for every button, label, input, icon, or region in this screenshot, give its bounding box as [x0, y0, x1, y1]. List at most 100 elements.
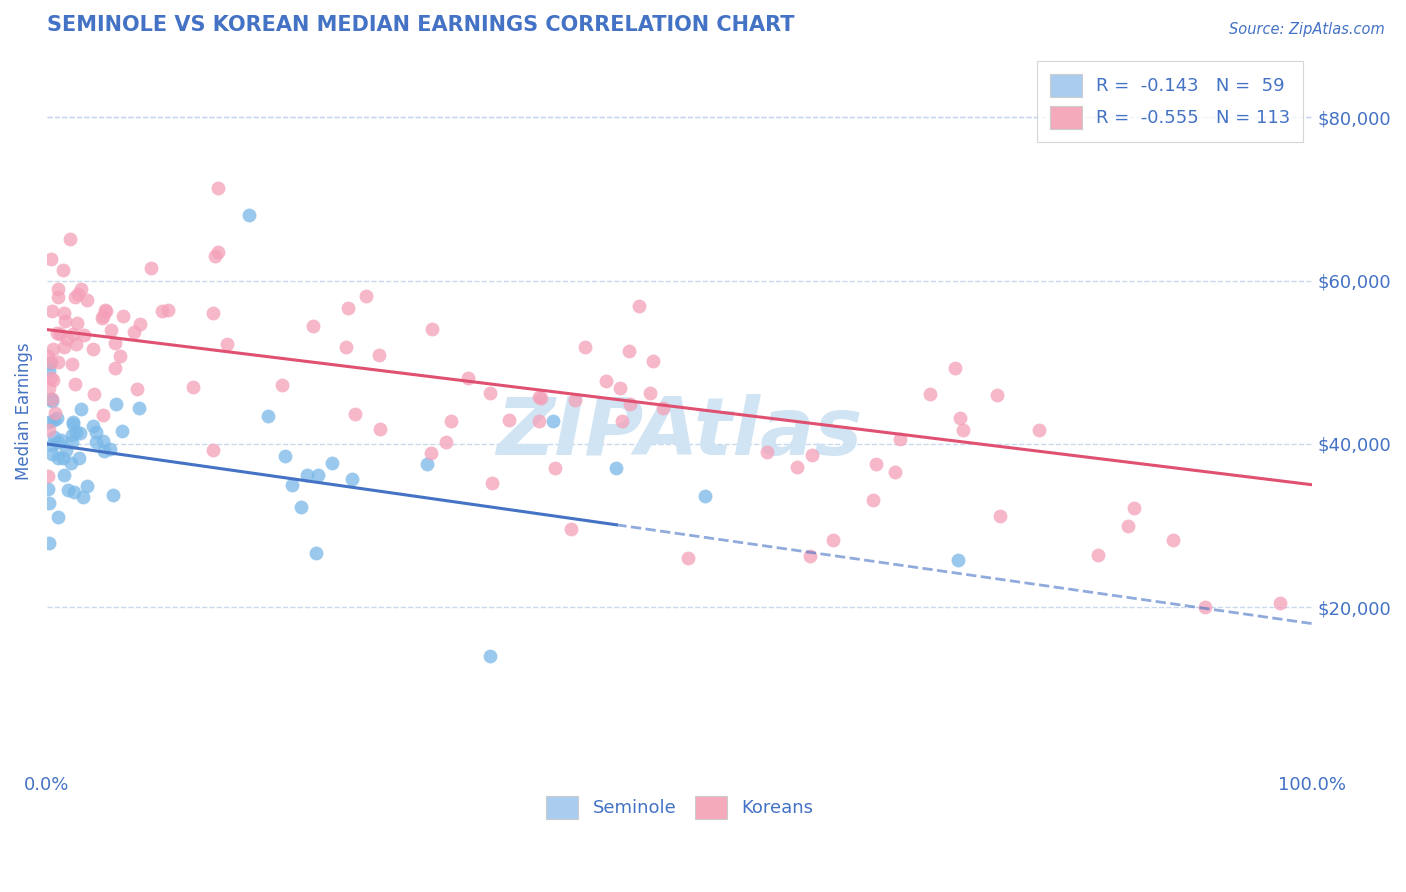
Point: [1116, 518, 1139, 533]
Point: [42, 430, 65, 444]
Point: [46, 411, 69, 425]
Legend: Seminole, Koreans: Seminole, Koreans: [538, 789, 821, 826]
Point: [41, 373, 63, 387]
Point: [38, 535, 60, 549]
Point: [420, 446, 443, 460]
Point: [49, 434, 72, 448]
Point: [139, 260, 162, 275]
Point: [52, 262, 75, 277]
Point: [755, 445, 778, 459]
Point: [111, 309, 134, 323]
Point: [91, 310, 114, 324]
Point: [335, 340, 357, 354]
Point: [46, 290, 69, 304]
Point: [478, 649, 501, 664]
Point: [63, 290, 86, 304]
Point: [60, 357, 83, 371]
Point: [111, 425, 134, 439]
Point: [321, 456, 343, 470]
Point: [527, 390, 550, 404]
Point: [889, 433, 911, 447]
Point: [344, 408, 367, 422]
Point: [62, 415, 84, 429]
Point: [628, 299, 651, 313]
Point: [56, 483, 79, 497]
Point: [53, 340, 76, 354]
Point: [98, 442, 121, 456]
Point: [986, 388, 1008, 402]
Point: [612, 414, 634, 428]
Point: [59, 456, 82, 470]
Point: [617, 343, 640, 358]
Point: [53, 314, 76, 328]
Point: [368, 422, 391, 436]
Point: [41, 438, 63, 452]
Point: [91, 408, 114, 422]
Point: [66, 287, 89, 301]
Point: [946, 552, 969, 566]
Point: [619, 397, 641, 411]
Point: [110, 349, 132, 363]
Point: [63, 377, 86, 392]
Point: [1028, 423, 1050, 437]
Point: [238, 208, 260, 222]
Point: [530, 392, 553, 406]
Point: [39, 252, 62, 266]
Point: [544, 461, 567, 475]
Point: [46, 282, 69, 296]
Point: [605, 461, 627, 475]
Point: [60, 435, 83, 450]
Point: [90, 310, 112, 325]
Point: [434, 434, 457, 449]
Point: [564, 393, 586, 408]
Point: [128, 317, 150, 331]
Point: [307, 468, 329, 483]
Point: [302, 319, 325, 334]
Point: [786, 460, 808, 475]
Point: [207, 245, 229, 260]
Point: [44, 406, 66, 420]
Point: [67, 450, 90, 465]
Point: [862, 492, 884, 507]
Point: [368, 347, 391, 361]
Point: [39, 392, 62, 406]
Text: Source: ZipAtlas.com: Source: ZipAtlas.com: [1229, 22, 1385, 37]
Point: [354, 288, 377, 302]
Point: [988, 509, 1011, 524]
Point: [104, 335, 127, 350]
Point: [37, 469, 59, 483]
Point: [295, 467, 318, 482]
Point: [479, 386, 502, 401]
Point: [42, 342, 65, 356]
Point: [560, 522, 582, 536]
Point: [46, 355, 69, 369]
Point: [37, 483, 59, 497]
Point: [60, 428, 83, 442]
Point: [55, 332, 77, 346]
Point: [641, 353, 664, 368]
Point: [122, 325, 145, 339]
Point: [204, 249, 226, 263]
Point: [63, 484, 86, 499]
Point: [678, 551, 700, 566]
Text: ZIPAtlas: ZIPAtlas: [496, 394, 863, 472]
Point: [42, 413, 65, 427]
Point: [65, 425, 87, 440]
Point: [415, 457, 437, 471]
Point: [72, 490, 94, 504]
Point: [952, 423, 974, 437]
Point: [884, 465, 907, 479]
Point: [46, 510, 69, 524]
Point: [72, 328, 94, 343]
Text: SEMINOLE VS KOREAN MEDIAN EARNINGS CORRELATION CHART: SEMINOLE VS KOREAN MEDIAN EARNINGS CORRE…: [46, 15, 794, 35]
Point: [52, 306, 75, 320]
Point: [76, 293, 98, 307]
Point: [336, 301, 359, 315]
Point: [274, 450, 297, 464]
Point: [46, 450, 69, 465]
Point: [103, 487, 125, 501]
Point: [125, 382, 148, 396]
Point: [157, 302, 180, 317]
Point: [943, 361, 966, 376]
Point: [53, 468, 76, 483]
